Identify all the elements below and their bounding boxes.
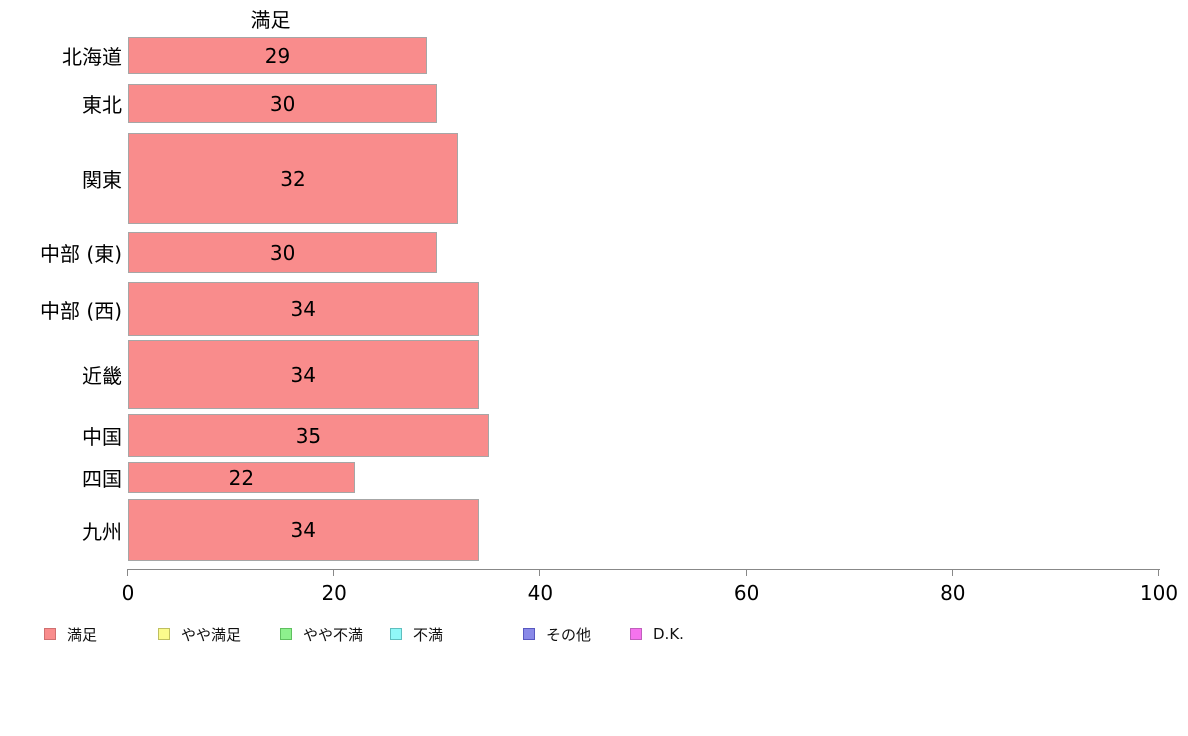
bar-value-label: 32 (280, 166, 306, 191)
legend-swatch-icon (390, 628, 402, 640)
bar-value-label: 29 (264, 43, 291, 68)
category-label: 関東 (82, 168, 122, 192)
bar-value-label: 35 (295, 423, 322, 448)
legend-swatch-icon (158, 628, 170, 640)
x-axis-tick-label: 80 (940, 581, 966, 605)
x-axis-tick-label: 0 (121, 581, 135, 605)
legend-item: その他 (523, 625, 592, 644)
bar-value-label: 30 (269, 91, 296, 116)
legend-item: やや満足 (158, 625, 242, 644)
bar: 29 (128, 37, 427, 74)
bar-value-label: 34 (290, 297, 316, 321)
legend-item: 不満 (390, 625, 444, 644)
bar: 30 (128, 232, 438, 273)
category-label: 近畿 (82, 364, 122, 388)
x-axis-tick-label: 100 (1139, 581, 1179, 605)
bar-value-label: 30 (269, 240, 296, 265)
legend-item: 満足 (44, 625, 98, 644)
chart-title: 満足 (250, 8, 291, 32)
legend-label: 不満 (413, 625, 444, 644)
category-label: 中国 (82, 425, 122, 449)
legend-label: その他 (546, 625, 592, 644)
legend-item: D.K. (630, 625, 684, 643)
category-label: 中部 (西) (40, 298, 122, 323)
category-label: 中部 (東) (40, 242, 122, 266)
category-label: 四国 (82, 467, 122, 491)
legend-item: やや不満 (280, 625, 364, 644)
x-axis-tick (1158, 569, 1159, 576)
category-label: 九州 (82, 519, 122, 544)
x-axis-tick (333, 569, 335, 576)
bar-value-label: 34 (290, 362, 316, 387)
legend-label: やや満足 (181, 625, 242, 644)
x-axis-tick-label: 20 (321, 581, 347, 605)
bar-value-label: 22 (228, 465, 255, 490)
x-axis-tick (745, 569, 747, 576)
legend-swatch-icon (44, 628, 56, 640)
bar: 30 (128, 84, 438, 123)
legend-swatch-icon (523, 628, 535, 640)
category-label: 東北 (82, 93, 122, 117)
x-axis-tick (539, 569, 541, 576)
legend-swatch-icon (630, 628, 642, 640)
bar-value-label: 34 (290, 518, 316, 542)
x-axis-tick-label: 60 (733, 581, 760, 605)
x-axis-line (127, 569, 1160, 570)
bar: 32 (128, 133, 458, 224)
legend-label: 満足 (67, 625, 98, 644)
x-axis-tick (951, 569, 953, 576)
legend-label: D.K. (653, 625, 684, 643)
bar: 34 (128, 340, 479, 409)
bar: 34 (128, 499, 479, 561)
x-axis-tick (127, 569, 128, 576)
category-label: 北海道 (62, 45, 122, 69)
bar: 22 (128, 462, 355, 493)
legend-label: やや不満 (303, 625, 364, 644)
bar: 35 (128, 414, 489, 457)
legend-swatch-icon (280, 628, 292, 640)
bar: 34 (128, 282, 479, 336)
x-axis-tick-label: 40 (527, 581, 554, 605)
